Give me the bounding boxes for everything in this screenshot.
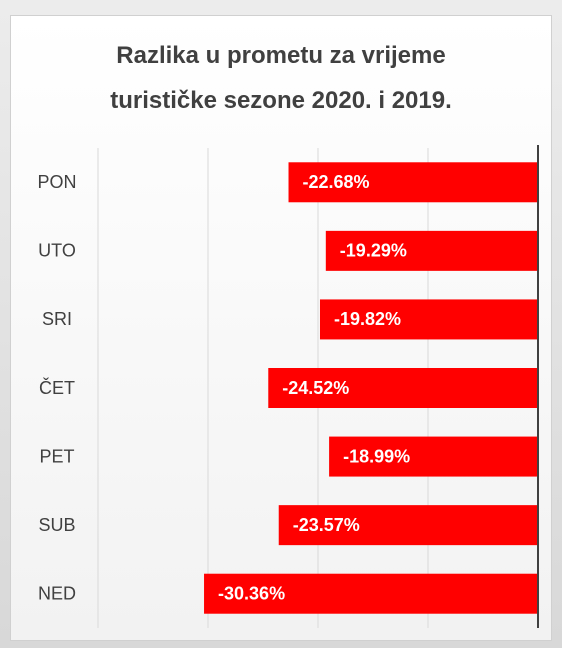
bar [329,436,538,477]
y-tick-label: PON [37,172,76,192]
bar [288,162,538,203]
y-tick-label: SUB [38,515,75,535]
y-tick-label: SRI [42,309,72,329]
y-tick-label: UTO [38,241,76,261]
bar [319,299,538,340]
bar [278,505,538,546]
bar [204,573,539,614]
data-label: -22.68% [303,172,370,192]
data-label: -24.52% [282,378,349,398]
y-tick-label: PET [39,446,74,466]
data-label: -19.29% [340,241,407,261]
y-tick-label: ČET [39,377,75,398]
bar [268,368,538,408]
bar [325,230,538,271]
data-label: -23.57% [293,515,360,535]
data-label: -18.99% [343,446,410,466]
chart-title: Razlika u prometu za vrijeme turističke … [110,42,452,114]
y-tick-label: NED [38,583,76,603]
data-label: -30.36% [218,583,285,603]
data-label: -19.82% [334,309,401,329]
